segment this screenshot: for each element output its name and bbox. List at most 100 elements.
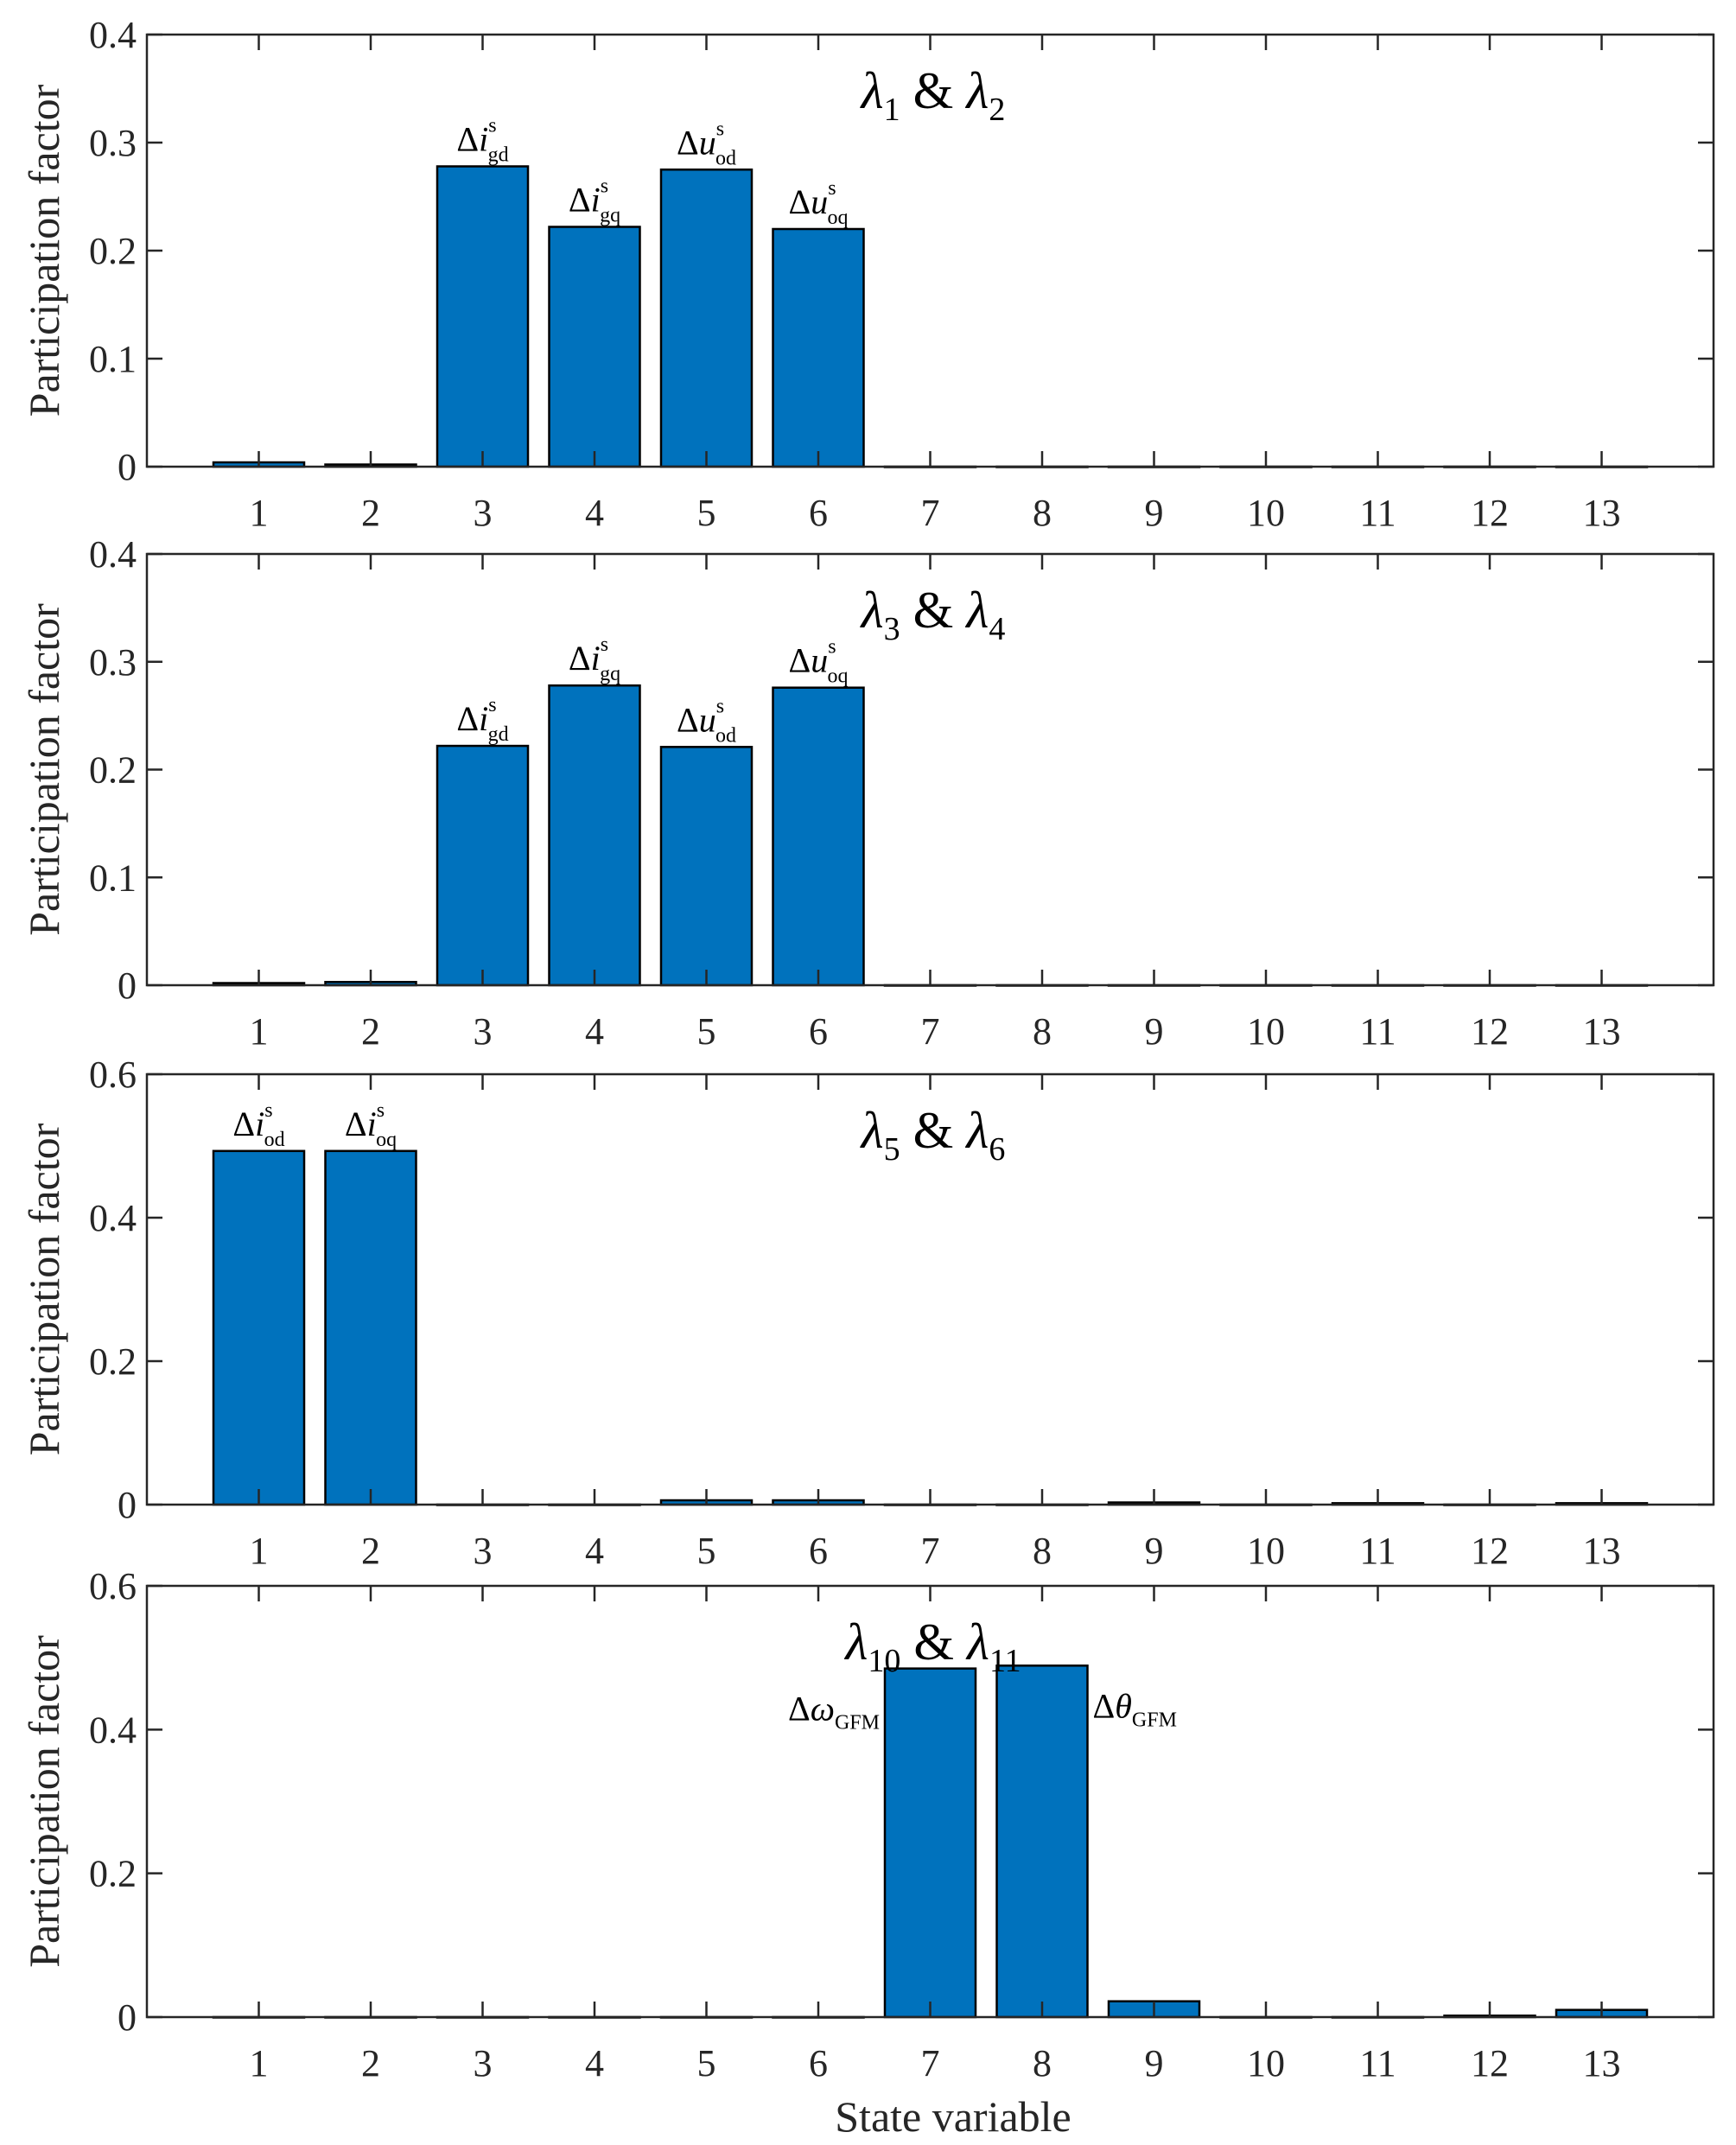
bar-annotation: Δis gq [569,175,620,227]
bar-4 [548,684,641,987]
y-tick-label: 0 [118,1484,137,1526]
panel-2: 00.10.20.30.41 2 3 4 5 6 7 8 9 10 11 12 13Participat… [20,533,1715,1053]
x-tick-label: 12 [1471,2042,1509,2085]
bar-annotation: Δis gd [456,694,508,746]
y-tick-label: 0.2 [89,1853,137,1895]
y-axis-label: Participation factor [20,1123,68,1455]
x-tick-label: 6 [809,492,828,534]
y-tick-label: 0.1 [89,338,137,380]
panel-3: 00.20.40.61 2 3 4 5 6 7 8 9 10 11 12 13Participation… [20,1053,1715,1572]
x-tick-label: 10 [1247,492,1285,534]
x-tick-label: 13 [1583,1010,1621,1053]
y-tick-label: 0.6 [89,1053,137,1096]
bar-3 [436,165,530,468]
x-tick-label: 1 [250,492,269,534]
x-tick-label: 2 [361,2042,380,2085]
x-tick-label: 6 [809,1530,828,1572]
x-tick-label: 10 [1247,1530,1285,1572]
x-tick-label: 9 [1145,492,1164,534]
x-tick-label: 7 [921,1010,940,1053]
x-tick-label: 4 [585,2042,604,2085]
panel-4: 00.20.40.61 2 3 4 5 6 7 8 9 10 11 12 13Participation… [20,1565,1715,2085]
x-tick-label: 4 [585,1010,604,1053]
x-tick-label: 5 [697,492,716,534]
y-tick-label: 0.6 [89,1565,137,1607]
y-tick-label: 0 [118,1996,137,2039]
x-tick-label: 9 [1145,1530,1164,1572]
panel-title: λ1 & λ2 [860,62,1006,128]
bar-7 [883,1667,977,2019]
x-tick-label: 8 [1033,2042,1052,2085]
x-tick-label: 13 [1583,2042,1621,2085]
x-tick-label: 11 [1359,1530,1396,1572]
x-tick-label: 4 [585,492,604,534]
bar-4 [548,226,641,468]
y-tick-label: 0.4 [89,1709,137,1751]
y-axis-label: Participation factor [20,1635,68,1968]
x-tick-label: 6 [809,1010,828,1053]
y-tick-label: 0.1 [89,856,137,899]
y-axis-label: Participation factor [20,603,68,936]
x-tick-label: 8 [1033,492,1052,534]
x-tick-label: 2 [361,492,380,534]
x-tick-label: 9 [1145,1010,1164,1053]
bar-8 [995,1664,1089,2019]
bar-5 [659,169,754,468]
y-tick-label: 0.2 [89,1340,137,1383]
bar-annotation: Δis gq [569,633,620,685]
y-tick-label: 0 [118,446,137,488]
x-tick-label: 1 [250,1010,269,1053]
y-tick-label: 0.3 [89,122,137,164]
x-tick-label: 3 [474,492,493,534]
bar-1 [212,1149,306,1506]
y-tick-label: 0.2 [89,230,137,272]
x-tick-label: 13 [1583,492,1621,534]
x-tick-label: 12 [1471,1530,1509,1572]
bar-annotation: ΔθGFM [1093,1686,1177,1731]
x-tick-label: 10 [1247,2042,1285,2085]
x-tick-label: 11 [1359,2042,1396,2085]
x-tick-label: 10 [1247,1010,1285,1053]
bar-6 [772,227,865,468]
x-tick-label: 5 [697,1010,716,1053]
bar-5 [659,746,754,987]
x-tick-label: 7 [921,492,940,534]
bar-annotation: Δis od [232,1099,284,1151]
x-tick-label: 12 [1471,492,1509,534]
x-tick-label: 8 [1033,1530,1052,1572]
panel-1: 00.10.20.30.41 2 3 4 5 6 7 8 9 10 11 12 13Participat… [20,14,1715,534]
x-tick-label: 13 [1583,1530,1621,1572]
x-tick-label: 1 [250,1530,269,1572]
x-tick-label: 11 [1359,1010,1396,1053]
panel-title: λ10 & λ11 [843,1614,1021,1679]
x-tick-label: 7 [921,1530,940,1572]
x-tick-label: 3 [474,2042,493,2085]
x-tick-label: 1 [250,2042,269,2085]
x-tick-label: 5 [697,2042,716,2085]
bar-annotation: Δus od [677,695,736,747]
bar-annotation: Δus oq [788,177,848,229]
bar-2 [324,1149,417,1506]
x-tick-label: 7 [921,2042,940,2085]
panel-title: λ3 & λ4 [860,582,1006,647]
bar-3 [436,744,530,987]
bar-6 [772,686,865,987]
bar-annotation: Δus oq [788,636,848,688]
x-tick-label: 6 [809,2042,828,2085]
x-tick-label: 3 [474,1010,493,1053]
x-tick-label: 2 [361,1530,380,1572]
y-tick-label: 0.3 [89,641,137,684]
bar-annotation: Δus od [677,118,736,169]
bar-annotation: Δis oq [345,1099,397,1151]
y-tick-label: 0.4 [89,1197,137,1239]
x-tick-label: 3 [474,1530,493,1572]
bar-annotation: ΔωGFM [788,1690,880,1734]
bar-annotation: Δis gd [456,115,508,167]
y-tick-label: 0 [118,964,137,1007]
x-tick-label: 5 [697,1530,716,1572]
x-tick-label: 11 [1359,492,1396,534]
x-tick-label: 2 [361,1010,380,1053]
y-tick-label: 0.2 [89,749,137,792]
y-axis-label: Participation factor [20,84,68,417]
